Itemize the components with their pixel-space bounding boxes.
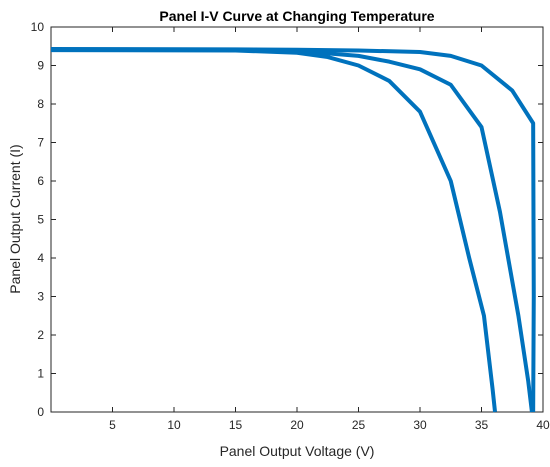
y-tick-label: 10: [31, 20, 45, 34]
y-tick-label: 6: [37, 174, 44, 188]
y-tick-label: 5: [37, 213, 44, 227]
x-tick-label: 25: [352, 418, 366, 432]
y-axis: 0 1 2 3 4 5 6 7 8 9 10: [31, 20, 543, 419]
y-tick-label: 9: [37, 59, 44, 73]
x-axis-label: Panel Output Voltage (V): [220, 443, 375, 459]
plot-area: [50, 26, 544, 413]
chart-title: Panel I-V Curve at Changing Temperature: [159, 8, 434, 24]
x-tick-label: 15: [229, 418, 243, 432]
x-tick-label: 20: [290, 418, 304, 432]
x-tick-label: 5: [109, 418, 116, 432]
x-axis: 5 10 15 20 25 30 35 40: [109, 27, 550, 432]
y-tick-label: 3: [37, 290, 44, 304]
x-tick-label: 35: [475, 418, 489, 432]
y-tick-label: 1: [37, 367, 44, 381]
series-layer: [50, 46, 536, 413]
x-tick-label: 40: [536, 418, 550, 432]
y-tick-label: 7: [37, 136, 44, 150]
series-line-3: [50, 46, 536, 413]
y-axis-label: Panel Output Current (I): [7, 144, 23, 293]
y-tick-label: 2: [37, 328, 44, 342]
y-tick-label: 4: [37, 251, 44, 265]
y-tick-label: 8: [37, 97, 44, 111]
x-tick-label: 10: [167, 418, 181, 432]
x-tick-label: 30: [413, 418, 427, 432]
y-tick-label: 0: [37, 405, 44, 419]
